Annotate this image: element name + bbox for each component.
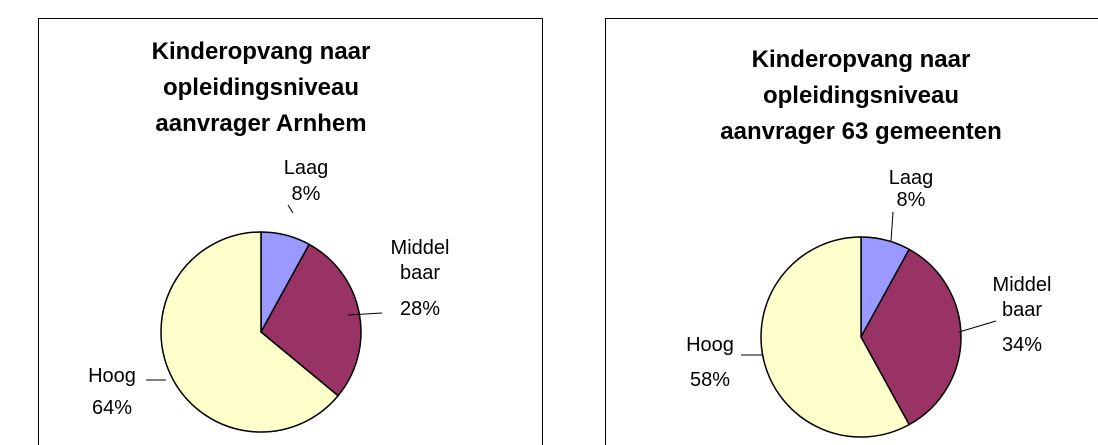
- pie-slice: [760, 236, 911, 438]
- pie-slice: [260, 243, 362, 397]
- title-line: opleidingsniveau: [762, 82, 960, 109]
- value-label: 8%: [291, 183, 321, 205]
- pie-slice: [160, 231, 340, 433]
- title-line: aanvrager Arnhem: [155, 110, 367, 137]
- value-label: 64%: [91, 397, 133, 419]
- title-line: opleidingsniveau: [162, 74, 360, 101]
- chart-title: Kinderopvang naar opleidingsniveau aanvrag…: [152, 34, 371, 142]
- value-label: 58%: [689, 369, 731, 391]
- slice-label: Hoog: [686, 334, 734, 356]
- value-label: 34%: [1001, 334, 1043, 356]
- leader-line: [958, 320, 997, 333]
- leader-line: [287, 204, 294, 214]
- title-line: Kinderopvang naar: [751, 46, 971, 73]
- slice-label: Hoog: [88, 365, 136, 387]
- value-label: 28%: [399, 298, 441, 320]
- title-line: aanvrager 63 gemeenten: [720, 118, 1002, 145]
- slice-label: Middel baar: [992, 274, 1052, 321]
- leader-line: [347, 312, 383, 316]
- title-line: Kinderopvang naar: [151, 38, 371, 65]
- pie-slice: [860, 248, 962, 426]
- leader-line: [890, 211, 894, 242]
- slice-label: Middel baar: [390, 237, 450, 284]
- value-label: 8%: [896, 189, 926, 211]
- slice-label: Laag: [283, 157, 329, 179]
- slice-label: Laag: [888, 167, 934, 189]
- chart-title: Kinderopvang naar opleidingsniveau aanvrag…: [720, 42, 1001, 150]
